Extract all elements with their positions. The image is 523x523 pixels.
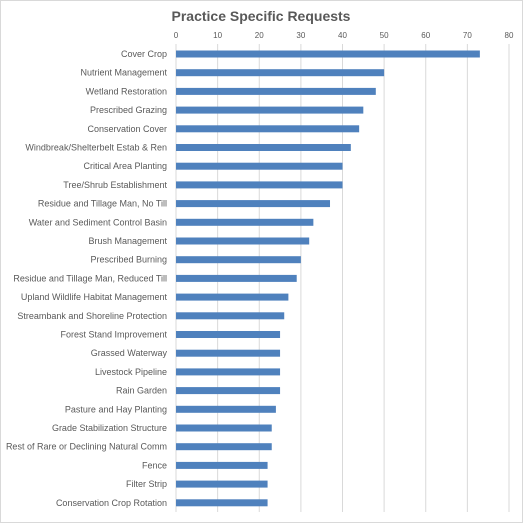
x-tick-label: 0 [174, 31, 179, 40]
category-label: Residue and Tillage Man, Reduced Till [13, 273, 167, 283]
bar [176, 387, 281, 395]
category-label: Rest of Rare or Declining Natural Comm [6, 442, 167, 452]
bar [176, 368, 281, 376]
bar [176, 312, 285, 320]
chart-title: Practice Specific Requests [172, 8, 351, 24]
x-tick-label: 30 [296, 31, 305, 40]
category-label: Rain Garden [116, 386, 167, 396]
bar [176, 424, 272, 432]
x-tick-label: 70 [463, 31, 472, 40]
category-label: Conservation Crop Rotation [56, 498, 167, 508]
x-axis-ticks: 0 10 20 30 40 50 60 70 80 [174, 31, 514, 40]
bar [176, 125, 360, 133]
bar [176, 162, 343, 170]
category-label: Forest Stand Improvement [60, 330, 167, 340]
category-label: Streambank and Shoreline Protection [17, 311, 167, 321]
category-label: Cover Crop [121, 49, 167, 59]
category-label: Grassed Waterway [91, 348, 168, 358]
bar [176, 106, 364, 114]
bar [176, 69, 385, 77]
bar [176, 181, 343, 189]
bar [176, 293, 289, 301]
category-label: Wetland Restoration [86, 86, 167, 96]
bar [176, 50, 480, 58]
category-label: Pasture and Hay Planting [65, 404, 167, 414]
category-label: Fence [142, 460, 167, 470]
bar [176, 274, 297, 282]
category-label: Upland Wildlife Habitat Management [21, 292, 168, 302]
category-label: Residue and Tillage Man, No Till [38, 199, 167, 209]
bar [176, 144, 351, 151]
x-tick-label: 80 [505, 31, 514, 40]
bar [176, 405, 276, 413]
x-tick-label: 50 [380, 31, 389, 40]
category-label: Nutrient Management [80, 68, 167, 78]
bar [176, 461, 268, 469]
category-label: Windbreak/Shelterbelt Estab & Ren [25, 143, 167, 153]
bars [176, 50, 480, 507]
category-label: Conservation Cover [87, 124, 167, 134]
category-label: Water and Sediment Control Basin [29, 217, 167, 227]
bar [176, 200, 331, 208]
bar [176, 480, 268, 488]
bar [176, 218, 314, 226]
category-label: Livestock Pipeline [95, 367, 167, 377]
bar [176, 443, 272, 451]
category-label: Filter Strip [126, 479, 167, 489]
category-label: Grade Stabilization Structure [52, 423, 167, 433]
x-tick-label: 20 [255, 31, 264, 40]
category-label: Critical Area Planting [83, 161, 167, 171]
bar [176, 349, 281, 357]
bar [176, 237, 310, 245]
bar [176, 256, 301, 264]
x-tick-label: 60 [421, 31, 430, 40]
category-label: Tree/Shrub Establishment [63, 180, 167, 190]
x-tick-label: 10 [213, 31, 222, 40]
category-labels: Cover Crop Nutrient Management Wetland Res… [6, 49, 168, 508]
x-tick-label: 40 [338, 31, 347, 40]
bar [176, 87, 376, 95]
category-label: Prescribed Burning [90, 255, 167, 265]
bar [176, 331, 281, 338]
bar [176, 499, 268, 507]
gridlines [175, 44, 510, 512]
category-label: Prescribed Grazing [90, 105, 167, 115]
category-label: Brush Management [88, 236, 167, 246]
